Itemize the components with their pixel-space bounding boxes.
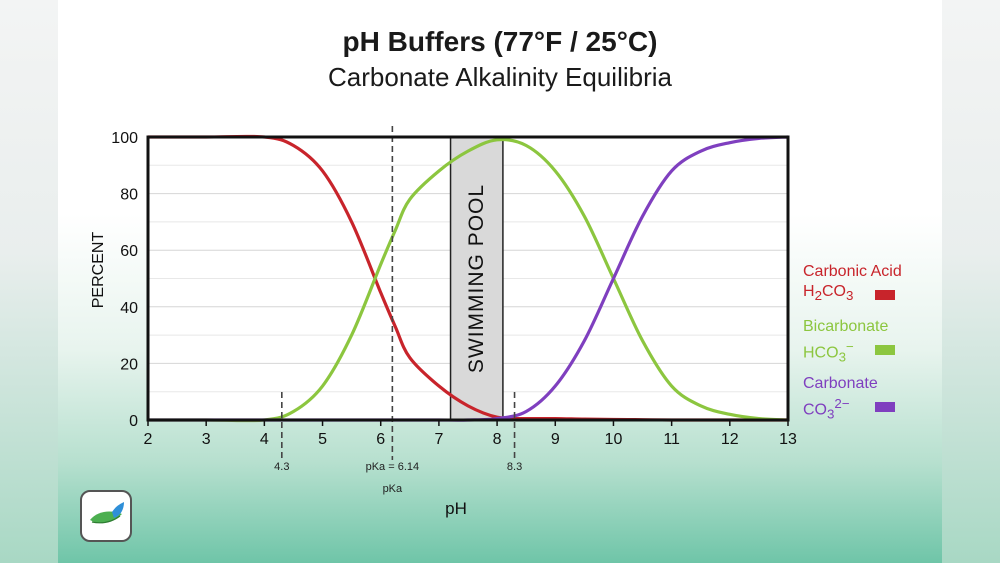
- x-tick-label: 13: [779, 431, 797, 448]
- legend-item-carbonic-acid: Carbonic Acid H2CO3: [803, 262, 902, 306]
- legend-formula: H2CO3: [803, 282, 902, 306]
- y-tick-label: 80: [120, 187, 138, 204]
- formula-part: HCO: [803, 344, 839, 362]
- chart-title: pH Buffers (77°F / 25°C): [342, 26, 658, 57]
- formula-subscript: 3: [838, 349, 846, 365]
- x-tick-label: 3: [202, 431, 211, 448]
- x-tick-label: 12: [721, 431, 739, 448]
- formula-part: CO: [803, 401, 827, 419]
- formula-subscript: 3: [845, 288, 854, 304]
- formula-superscript: 2−: [834, 396, 850, 411]
- y-tick-label: 20: [120, 356, 138, 373]
- legend-swatch: [875, 345, 895, 355]
- right-backdrop: [942, 0, 1000, 563]
- x-tick-label: 9: [551, 431, 560, 448]
- marker-sub-label: pKa: [383, 483, 403, 495]
- formula-part: H: [803, 283, 815, 300]
- swimming-pool-label: SWIMMING POOL: [465, 184, 488, 373]
- legend-swatch: [875, 402, 895, 412]
- x-tick-label: 2: [144, 431, 153, 448]
- legend-name: Bicarbonate: [803, 318, 889, 335]
- x-tick-label: 6: [376, 431, 385, 448]
- y-tick-label: 40: [120, 300, 138, 317]
- x-tick-label: 10: [605, 431, 623, 448]
- plot-frame: [146, 135, 790, 422]
- x-tick-label: 7: [434, 431, 443, 448]
- y-tick-label: 0: [129, 413, 138, 430]
- leaf-logo-icon: [90, 502, 124, 524]
- x-tick-label: 5: [318, 431, 327, 448]
- formula-superscript: −: [845, 339, 854, 354]
- formula-part: CO: [821, 283, 846, 300]
- marker-label: pKa = 6.14: [366, 461, 420, 473]
- legend-formula: CO32−: [803, 394, 895, 425]
- app-logo[interactable]: [80, 490, 132, 542]
- legend-name: Carbonate: [803, 375, 878, 392]
- marker-label: 4.3: [274, 461, 289, 473]
- chart-subtitle: Carbonate Alkalinity Equilibria: [328, 62, 672, 92]
- left-backdrop: [0, 0, 58, 563]
- legend-item-bicarbonate: Bicarbonate HCO3−: [803, 317, 895, 368]
- formula-subscript: 3: [827, 406, 835, 422]
- x-axis-label: pH: [445, 499, 467, 518]
- legend-swatch: [875, 290, 895, 300]
- legend-name: Carbonic Acid: [803, 263, 902, 280]
- series-line-bicarbonate: [147, 137, 789, 423]
- y-tick-label: 60: [120, 243, 138, 260]
- y-tick-label: 100: [111, 130, 138, 147]
- legend-item-carbonate: Carbonate CO32−: [803, 374, 895, 425]
- x-tick-label: 8: [493, 431, 502, 448]
- swimming-pool-band: [449, 136, 504, 421]
- legend-formula: HCO3−: [803, 337, 895, 368]
- y-axis-label: PERCENT: [90, 232, 107, 309]
- marker-label: 8.3: [507, 461, 522, 473]
- formula-subscript: 2: [814, 288, 822, 304]
- x-tick-label: 11: [663, 431, 680, 448]
- x-tick-label: 4: [260, 431, 269, 448]
